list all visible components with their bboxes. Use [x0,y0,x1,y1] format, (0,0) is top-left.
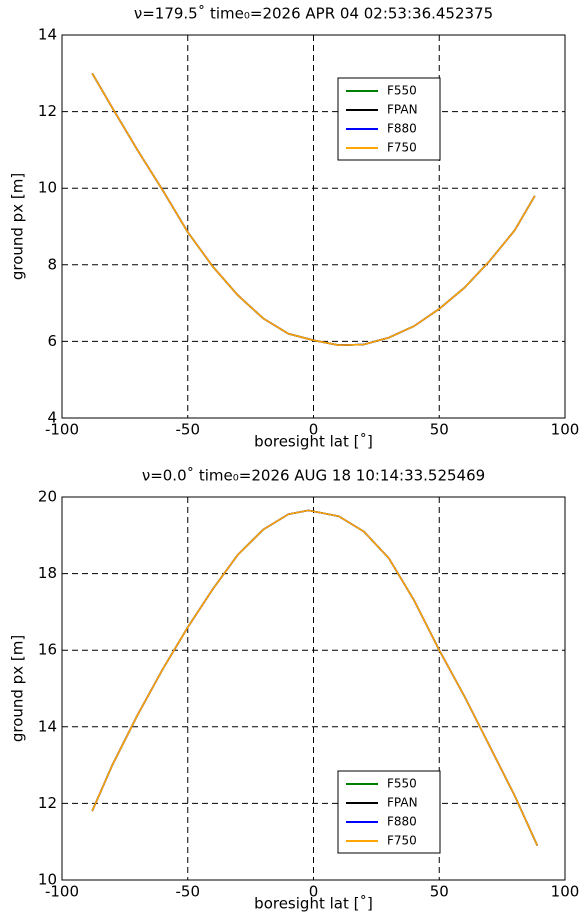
x-axis-label: boresight lat [˚] [254,895,373,913]
legend-label: F880 [387,122,417,136]
y-tick-label: 4 [47,409,57,427]
y-tick-label: 12 [38,102,57,120]
data-line [91,72,536,347]
chart-title: ν=179.5˚ time₀=2026 APR 04 02:53:36.4523… [134,5,493,23]
x-tick-label: 50 [430,883,449,901]
x-tick-label: 100 [551,421,580,439]
legend: F550 FPAN F880 F750 [337,770,441,854]
y-tick-label: 20 [38,488,57,506]
x-tick-label: 0 [309,421,319,439]
x-tick-label: -50 [176,421,201,439]
chart-title: ν=0.0˚ time₀=2026 AUG 18 10:14:33.525469 [142,467,485,485]
data-line [91,509,539,846]
legend-label: FPAN [387,103,418,117]
y-tick-label: 12 [38,794,57,812]
y-tick-label: 18 [38,564,57,582]
plot-frame [61,34,566,419]
legend-label: FPAN [387,796,418,810]
y-tick-label: 6 [47,332,57,350]
x-tick-label: 50 [430,421,449,439]
y-axis-label: ground px [m] [9,173,27,280]
legend-label: F750 [387,141,417,155]
y-axis-label: ground px [m] [9,635,27,742]
y-tick-label: 10 [38,871,57,889]
legend: F550 FPAN F880 F750 [337,77,441,161]
data-line [91,509,539,846]
legend-label: F880 [387,815,417,829]
y-tick-label: 14 [38,26,57,44]
y-tick-label: 14 [38,717,57,735]
x-axis-label: boresight lat [˚] [254,433,373,451]
y-tick-label: 16 [38,641,57,659]
x-tick-label: 0 [309,883,319,901]
legend-label: F550 [387,84,417,98]
legend-label: F750 [387,834,417,848]
x-tick-label: 100 [551,883,580,901]
data-line [91,509,539,846]
plot-frame [61,496,566,881]
data-line [91,509,539,846]
x-tick-label: -100 [45,883,79,901]
legend-label: F550 [387,777,417,791]
x-tick-label: -50 [176,883,201,901]
y-tick-label: 8 [47,255,57,273]
y-tick-label: 10 [38,179,57,197]
x-tick-label: -100 [45,421,79,439]
